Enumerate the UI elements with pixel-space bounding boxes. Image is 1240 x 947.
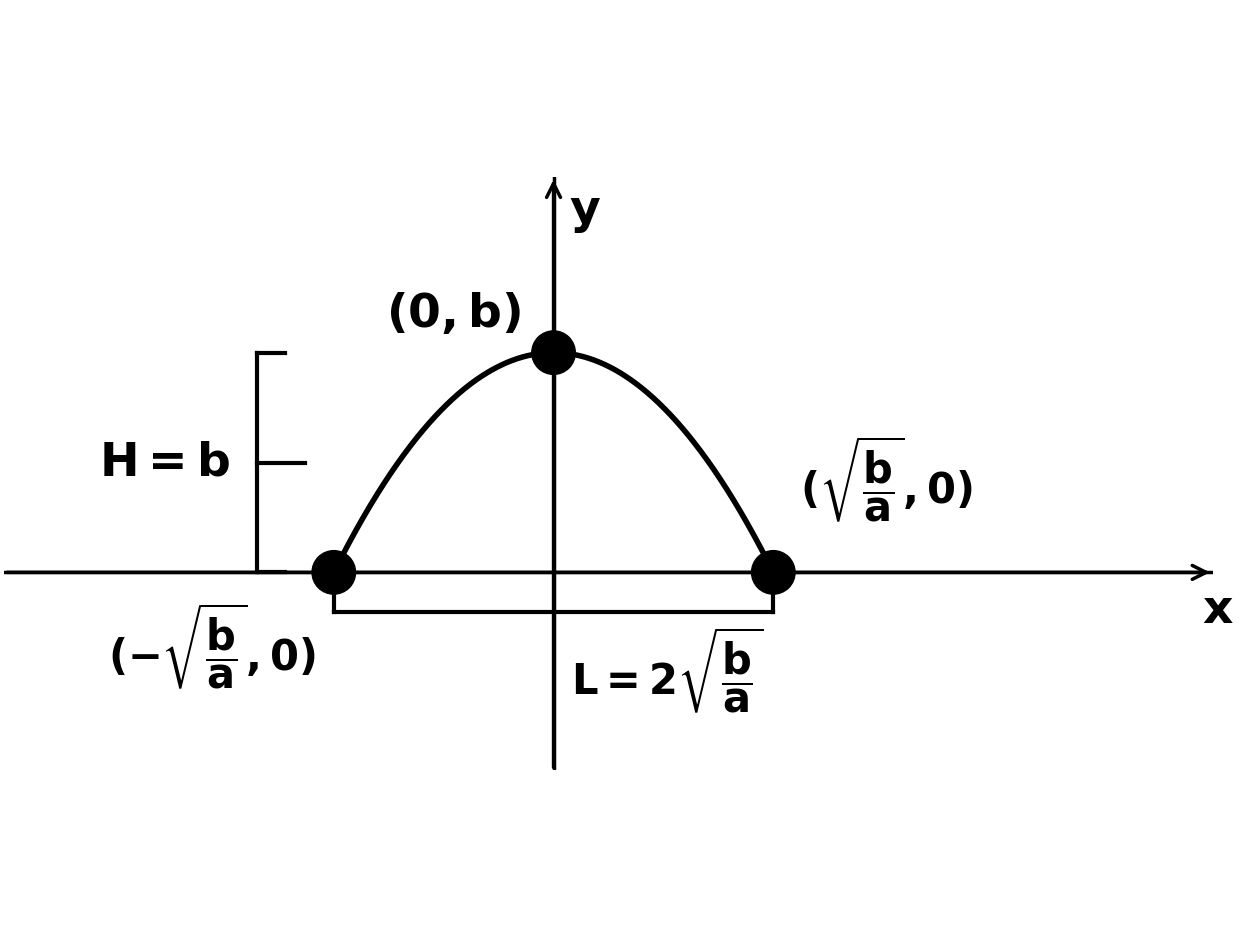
Circle shape [532, 331, 575, 374]
Text: $\mathbf{(\sqrt{\dfrac{b}{a}},0)}$: $\mathbf{(\sqrt{\dfrac{b}{a}},0)}$ [800, 434, 972, 524]
Text: $\mathbf{H=b}$: $\mathbf{H=b}$ [99, 440, 231, 485]
Circle shape [751, 550, 795, 594]
Text: $\mathbf{(-\sqrt{\dfrac{b}{a}},0)}$: $\mathbf{(-\sqrt{\dfrac{b}{a}},0)}$ [108, 601, 316, 691]
Text: $\mathbf{(0,b)}$: $\mathbf{(0,b)}$ [386, 292, 521, 337]
Text: $\mathbf{L=2\sqrt{\dfrac{b}{a}}}$: $\mathbf{L=2\sqrt{\dfrac{b}{a}}}$ [572, 625, 764, 715]
Circle shape [312, 550, 356, 594]
Text: $\mathbf{y}$: $\mathbf{y}$ [569, 190, 601, 235]
Text: $\mathbf{x}$: $\mathbf{x}$ [1202, 588, 1234, 633]
